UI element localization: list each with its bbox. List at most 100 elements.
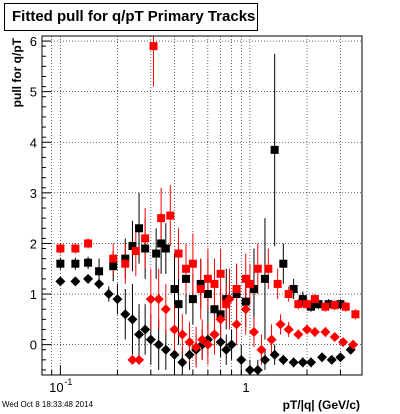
data-point-square xyxy=(84,258,93,267)
data-point-diamond xyxy=(259,354,270,365)
data-point-diamond xyxy=(309,326,320,337)
data-point-square xyxy=(141,244,150,253)
data-point-square xyxy=(203,274,212,283)
data-point-square xyxy=(314,300,323,309)
tick-label-layer: 0 1 2 3 4 5 6 10 -1 1 xyxy=(30,34,250,395)
y-tick-label: 1 xyxy=(30,287,37,302)
data-point-square xyxy=(166,211,175,220)
data-point-square xyxy=(284,290,293,299)
data-point-diamond xyxy=(145,334,156,345)
tick-layer xyxy=(41,40,341,375)
data-point-square xyxy=(174,249,183,258)
data-point-diamond xyxy=(127,354,138,365)
data-point-square xyxy=(196,284,205,293)
data-point-diamond xyxy=(320,326,331,337)
data-point-diamond xyxy=(348,339,359,350)
data-point-square xyxy=(121,259,130,268)
data-point-square xyxy=(56,244,65,253)
data-point-diamond xyxy=(55,276,66,287)
data-point-square xyxy=(71,244,80,253)
data-point-square xyxy=(294,300,303,309)
data-point-square xyxy=(321,302,330,311)
y-tick-label: 3 xyxy=(30,186,37,201)
data-point-diamond xyxy=(160,344,171,355)
data-point-diamond xyxy=(134,354,145,365)
data-point-diamond xyxy=(302,324,313,335)
data-point-diamond xyxy=(226,339,237,350)
data-point-square xyxy=(210,305,219,314)
data-point-diamond xyxy=(338,337,349,348)
data-point-diamond xyxy=(145,294,156,305)
plot-frame xyxy=(41,35,363,376)
data-point-diamond xyxy=(177,357,188,368)
data-point-square xyxy=(260,274,269,283)
data-point-diamond xyxy=(177,329,188,340)
data-point-diamond xyxy=(306,357,317,368)
chart-title: Fitted pull for q/pT Primary Tracks xyxy=(4,3,258,31)
data-point-square xyxy=(216,269,225,278)
data-point-diamond xyxy=(83,273,94,284)
data-point-diamond xyxy=(224,294,235,305)
y-axis-label: pull for q/pT xyxy=(10,37,24,107)
marker-layer xyxy=(55,42,360,375)
y-tick-label: 6 xyxy=(30,34,37,49)
data-point-diamond xyxy=(160,304,171,315)
data-point-square xyxy=(307,302,316,311)
y-tick-label: 4 xyxy=(30,135,37,150)
data-point-square xyxy=(303,300,312,309)
data-point-square xyxy=(149,42,158,51)
data-point-diamond xyxy=(317,352,328,363)
data-point-diamond xyxy=(112,294,123,305)
data-point-square xyxy=(109,262,118,271)
data-point-diamond xyxy=(153,339,164,350)
data-point-diamond xyxy=(202,334,213,345)
data-point-diamond xyxy=(169,349,180,360)
y-tick-label: 0 xyxy=(30,338,37,353)
data-point-square xyxy=(128,241,137,250)
data-point-diamond xyxy=(256,344,267,355)
data-point-diamond xyxy=(329,332,340,343)
data-point-diamond xyxy=(240,304,251,315)
data-point-square xyxy=(95,267,104,276)
x-tick-label: 1 xyxy=(242,380,249,395)
data-point-square xyxy=(232,290,241,299)
data-point-diamond xyxy=(215,337,226,348)
data-point-diamond xyxy=(297,357,308,368)
data-point-square xyxy=(241,297,250,306)
data-point-square xyxy=(161,244,170,253)
data-point-diamond xyxy=(184,337,195,348)
data-point-square xyxy=(174,300,183,309)
data-point-square xyxy=(56,259,65,268)
data-point-square xyxy=(351,310,360,319)
data-point-diamond xyxy=(266,334,277,345)
data-point-square xyxy=(135,224,144,233)
data-point-diamond xyxy=(283,324,294,335)
data-point-diamond xyxy=(335,352,346,363)
data-point-square xyxy=(210,279,219,288)
x-tick-label: 10 xyxy=(49,380,63,395)
data-point-diamond xyxy=(103,289,114,300)
x-tick-label-exponent: -1 xyxy=(64,377,72,387)
y-tick-label: 5 xyxy=(30,85,37,100)
data-point-diamond xyxy=(94,278,105,289)
data-point-diamond xyxy=(248,326,259,337)
data-point-square xyxy=(273,279,282,288)
data-point-square xyxy=(336,300,345,309)
data-point-square xyxy=(141,234,150,243)
data-point-square xyxy=(109,254,118,263)
data-point-diamond xyxy=(215,314,226,325)
data-point-diamond xyxy=(231,319,242,330)
data-point-square xyxy=(222,300,231,309)
data-point-square xyxy=(71,259,80,268)
data-point-square xyxy=(232,284,241,293)
data-point-diamond xyxy=(127,314,138,325)
x-axis-label: pT/|q| (GeV/c) xyxy=(283,398,360,412)
data-point-square xyxy=(84,239,93,248)
data-point-square xyxy=(203,290,212,299)
data-point-square xyxy=(241,274,250,283)
data-point-diamond xyxy=(236,354,247,365)
data-point-square xyxy=(298,295,307,304)
data-point-diamond xyxy=(197,334,208,345)
